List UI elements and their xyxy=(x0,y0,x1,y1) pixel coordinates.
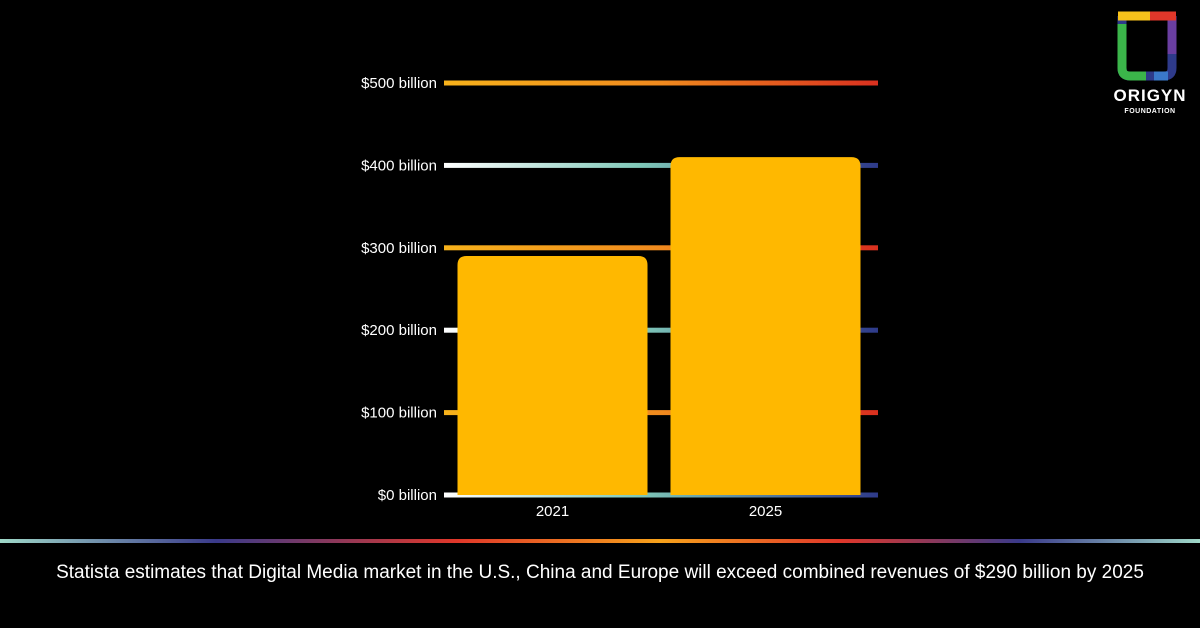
origyn-logo: ORIGYN FOUNDATION xyxy=(1110,10,1190,120)
gridline xyxy=(444,327,878,333)
logo-subtitle: FOUNDATION xyxy=(1124,108,1176,115)
y-tick-label: $100 billion xyxy=(361,405,437,422)
y-tick-label: $200 billion xyxy=(361,322,437,339)
gridline xyxy=(444,162,878,168)
bar-chart: $0 billion $100 billion $200 billion $300 b… xyxy=(361,75,878,520)
y-tick-label: $500 billion xyxy=(361,75,437,92)
x-category-label: 2025 xyxy=(749,503,782,520)
bars xyxy=(457,157,861,495)
y-tick-label: $300 billion xyxy=(361,240,437,257)
x-axis-categories: 2021 2025 xyxy=(536,503,782,520)
bar-2021 xyxy=(457,256,648,495)
origyn-logo-icon xyxy=(1117,11,1177,81)
y-tick-label: $0 billion xyxy=(378,487,437,504)
y-tick-label: $400 billion xyxy=(361,157,437,174)
gridline xyxy=(444,492,878,498)
bar-2025 xyxy=(670,157,861,495)
gridline xyxy=(444,410,878,416)
gridlines xyxy=(444,80,878,498)
logo-wordmark: ORIGYN xyxy=(1113,86,1187,105)
gridline xyxy=(444,80,878,86)
caption-text: Statista estimates that Digital Media ma… xyxy=(56,562,1144,583)
y-axis-ticks: $0 billion $100 billion $200 billion $300 b… xyxy=(361,75,437,504)
x-category-label: 2021 xyxy=(536,503,569,520)
gridline xyxy=(444,245,878,251)
gradient-divider xyxy=(0,539,1200,543)
